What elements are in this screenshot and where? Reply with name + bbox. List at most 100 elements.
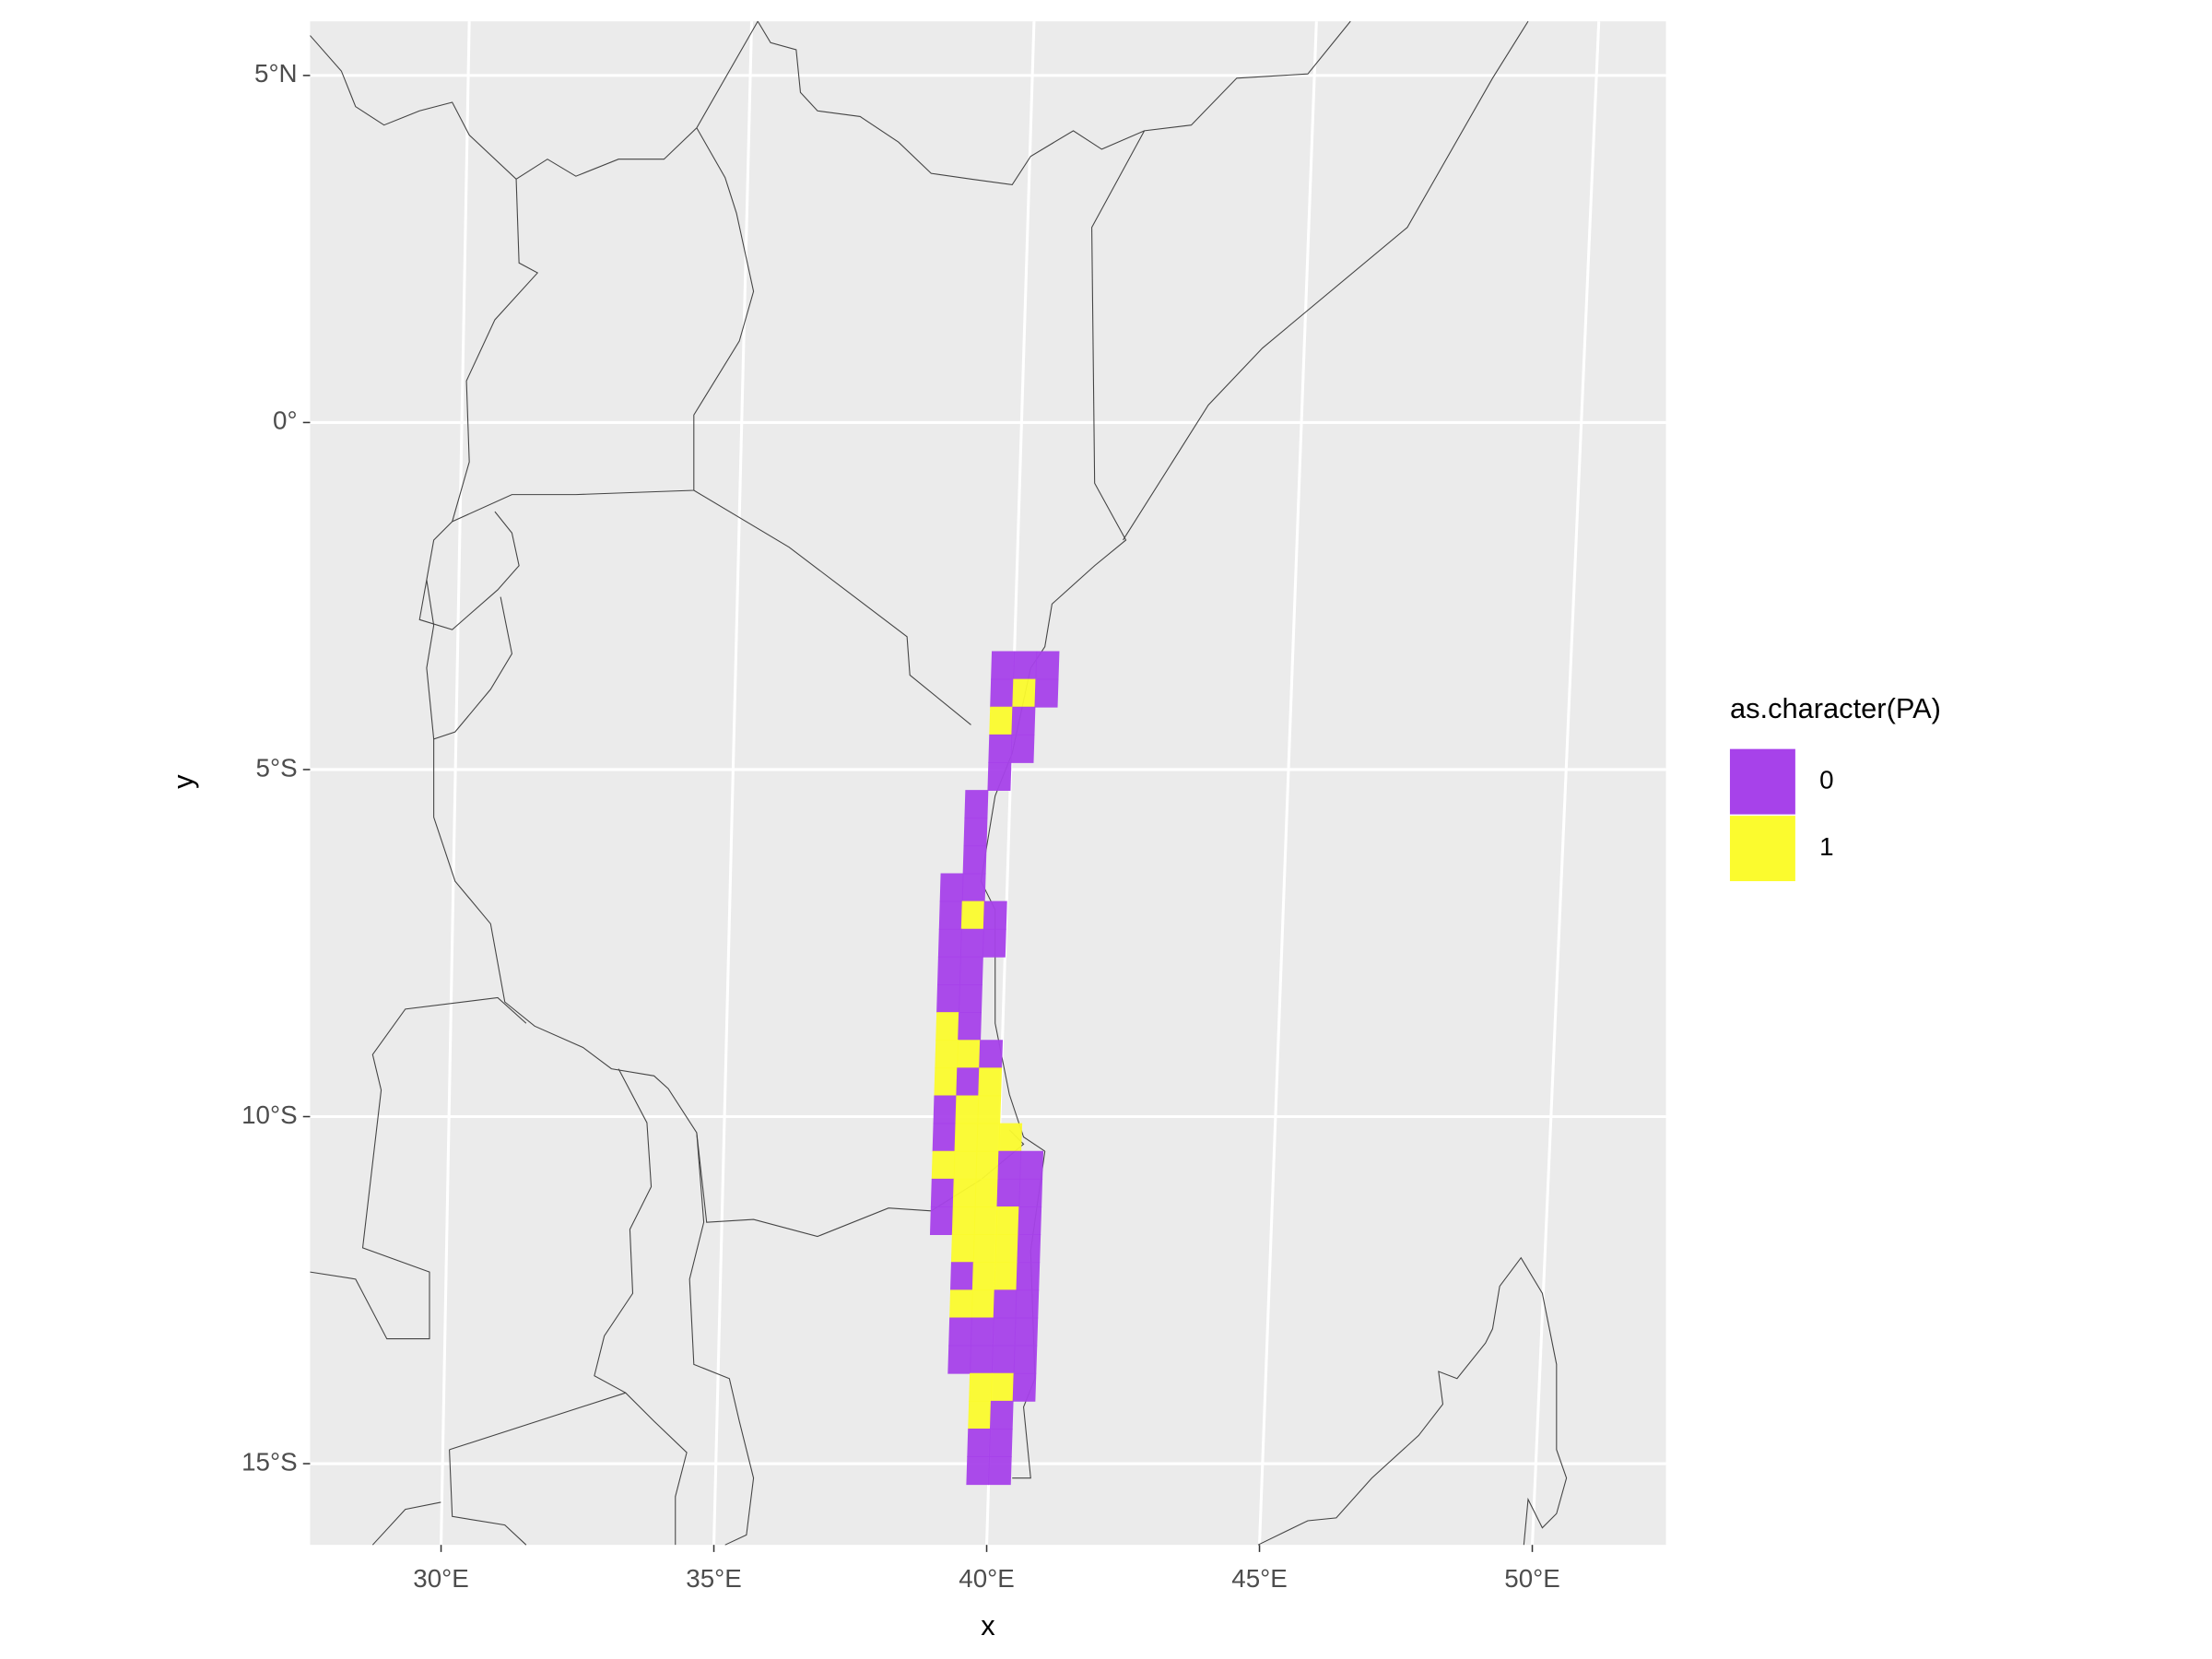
raster-cell xyxy=(948,1317,972,1347)
raster-cell xyxy=(947,1345,971,1374)
raster-cell xyxy=(996,1178,1021,1207)
raster-cell xyxy=(936,983,960,1014)
raster-cell xyxy=(959,956,983,985)
raster-cell xyxy=(949,1289,973,1319)
border xyxy=(594,1068,688,1546)
raster-cell xyxy=(989,706,1014,735)
raster-cell xyxy=(989,1428,1013,1457)
raster-cell xyxy=(966,1456,990,1486)
x-axis-label: x xyxy=(981,1609,995,1641)
raster-cell xyxy=(958,1012,982,1041)
x-tick-label: 50°E xyxy=(1504,1564,1559,1593)
raster-cell xyxy=(935,1012,960,1041)
y-tick-label: 5°N xyxy=(254,59,298,88)
border xyxy=(1257,1256,1568,1546)
border xyxy=(449,1392,626,1451)
border xyxy=(418,511,520,630)
x-tick-label: 30°E xyxy=(413,1564,468,1593)
border xyxy=(693,489,971,725)
raster-cell xyxy=(992,1317,1017,1347)
border xyxy=(433,738,932,1238)
x-tick-label: 45°E xyxy=(1231,1564,1287,1593)
raster-cell xyxy=(967,1428,991,1457)
raster-cell xyxy=(977,1095,1002,1124)
raster-cell xyxy=(950,1262,974,1291)
grid-line xyxy=(1257,21,1318,1546)
raster-cell xyxy=(993,1289,1018,1319)
raster-cell xyxy=(982,928,1006,958)
raster-cell xyxy=(959,983,982,1014)
raster-cell xyxy=(989,1400,1014,1430)
raster-cell xyxy=(953,1150,978,1180)
raster-cell xyxy=(998,1123,1023,1152)
raster-cell xyxy=(1019,1150,1044,1180)
raster-cell xyxy=(1013,651,1038,680)
legend-label: 1 xyxy=(1819,832,1833,861)
raster-cell xyxy=(963,818,988,847)
raster-cell xyxy=(1016,1262,1041,1291)
raster-cell xyxy=(1010,734,1035,763)
border xyxy=(371,1501,441,1546)
legend-key xyxy=(1729,816,1795,882)
raster-cell xyxy=(994,1234,1019,1264)
legend: 01 xyxy=(1729,748,1834,882)
raster-cell xyxy=(988,1456,1012,1486)
raster-cell xyxy=(931,1150,956,1180)
grid-line xyxy=(712,21,754,1546)
raster-cell xyxy=(988,734,1013,763)
border xyxy=(310,20,759,180)
raster-cell xyxy=(1015,1289,1040,1319)
y-tick-label: 5°S xyxy=(256,753,298,782)
raster-cell xyxy=(997,1150,1022,1180)
raster-cell xyxy=(1034,678,1059,708)
raster-cell xyxy=(970,1317,994,1347)
raster-cell xyxy=(978,1067,1003,1097)
raster-cell xyxy=(1014,1317,1039,1347)
raster-cell xyxy=(954,1123,979,1152)
raster-cell xyxy=(982,900,1007,930)
raster-cell xyxy=(971,1262,996,1291)
raster-cell xyxy=(933,1095,958,1124)
raster-cell xyxy=(929,1206,954,1236)
border xyxy=(757,20,1351,186)
raster-cell xyxy=(971,1289,995,1319)
border xyxy=(688,1132,755,1546)
raster-cell xyxy=(972,1234,997,1264)
border xyxy=(310,996,527,1340)
raster-cell xyxy=(1012,678,1037,708)
border xyxy=(426,580,513,740)
raster-cell xyxy=(979,1040,1004,1069)
raster-cell xyxy=(959,928,984,958)
raster-cell xyxy=(951,1206,976,1236)
border xyxy=(1123,20,1529,541)
raster-cell xyxy=(938,900,963,930)
x-tick-label: 35°E xyxy=(686,1564,741,1593)
raster xyxy=(929,651,1060,1486)
raster-cell xyxy=(970,1345,994,1374)
y-tick-label: 15°S xyxy=(241,1447,297,1476)
raster-cell xyxy=(950,1234,975,1264)
raster-cell xyxy=(956,1067,981,1097)
raster-cell xyxy=(934,1067,959,1097)
raster-cell xyxy=(995,1206,1020,1236)
raster-cell xyxy=(952,1178,977,1207)
legend-title: as.character(PA) xyxy=(1730,692,1941,724)
raster-cell xyxy=(994,1262,1018,1291)
raster-cell xyxy=(991,651,1016,680)
raster-cell xyxy=(1018,1178,1043,1207)
legend-label: 0 xyxy=(1819,765,1833,794)
raster-cell xyxy=(969,1372,993,1402)
raster-cell xyxy=(962,845,987,875)
raster-cell xyxy=(974,1178,999,1207)
y-tick-label: 10°S xyxy=(241,1100,297,1129)
x-tick-label: 40°E xyxy=(959,1564,1014,1593)
grid-line xyxy=(1530,21,1601,1546)
raster-cell xyxy=(987,761,1012,792)
raster-cell xyxy=(990,678,1015,708)
raster-cell xyxy=(964,790,989,819)
raster-cell xyxy=(932,1123,957,1152)
raster-cell xyxy=(960,900,985,930)
raster-cell xyxy=(990,1372,1015,1402)
raster-cell xyxy=(961,873,986,902)
